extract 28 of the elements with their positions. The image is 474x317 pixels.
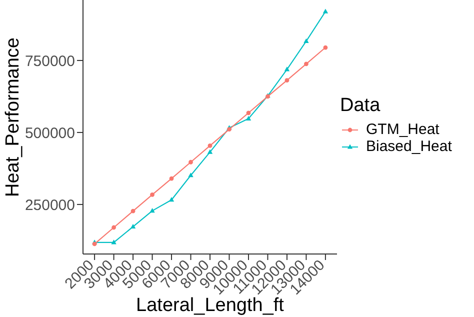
legend-label: GTM_Heat xyxy=(366,121,440,138)
point xyxy=(284,78,290,83)
point xyxy=(207,149,213,154)
legend-title: Data xyxy=(340,95,382,117)
legend-label: Biased_Heat xyxy=(366,138,452,155)
point xyxy=(246,110,251,116)
point xyxy=(111,240,116,244)
point xyxy=(130,208,136,214)
point xyxy=(130,224,136,228)
point xyxy=(150,192,154,197)
point xyxy=(323,45,328,50)
point xyxy=(168,197,174,202)
y-tick-label: 250000 xyxy=(24,196,75,214)
point xyxy=(284,66,290,72)
point xyxy=(304,62,308,66)
point xyxy=(188,160,193,164)
y-axis-title: Heat_Performance xyxy=(2,38,24,197)
point xyxy=(150,208,155,213)
x-axis-title: Lateral_Length_ft xyxy=(136,295,285,316)
point xyxy=(169,176,174,181)
y-tick-label: 500000 xyxy=(24,124,75,142)
point xyxy=(322,8,328,14)
point xyxy=(304,38,309,43)
point xyxy=(188,172,194,178)
y-tick-label: 750000 xyxy=(24,52,75,70)
point xyxy=(246,116,252,120)
point xyxy=(208,144,212,148)
point xyxy=(112,225,116,230)
